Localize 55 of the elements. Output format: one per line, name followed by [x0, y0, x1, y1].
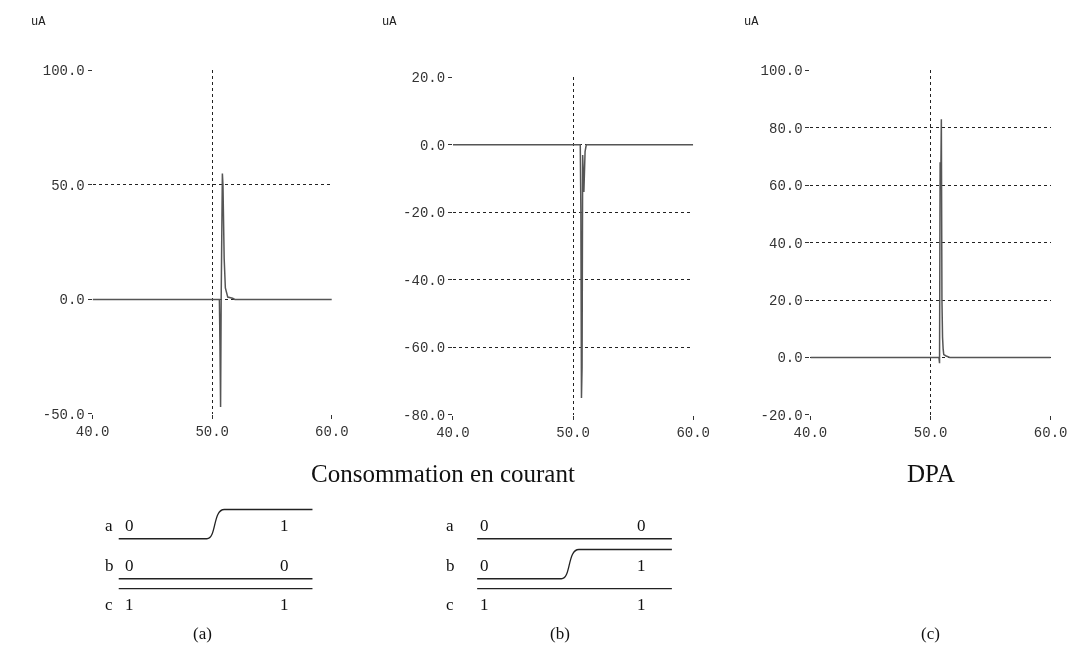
- text: 0: [125, 516, 134, 535]
- y-tick-label: 80.0: [769, 120, 803, 137]
- text: c: [105, 595, 113, 614]
- y-tick-label: 20.0: [769, 292, 803, 309]
- x-axis-title: DPA: [907, 460, 955, 487]
- text: (a): [193, 624, 212, 643]
- text: 1: [637, 595, 646, 614]
- y-tick-label: -40.0: [403, 272, 446, 289]
- x-tick-label: 40.0: [793, 424, 828, 441]
- x-tick-label: 60.0: [676, 424, 710, 441]
- text: a: [105, 516, 113, 535]
- y-tick-label: 20.0: [411, 70, 446, 87]
- text: 0: [480, 556, 489, 575]
- x-axis-title: Consommation en courant: [311, 460, 575, 487]
- x-tick-label: 50.0: [913, 424, 948, 441]
- y-tick-label: -80.0: [403, 407, 446, 424]
- text: 0: [125, 556, 134, 575]
- text: 1: [280, 595, 289, 614]
- y-tick-label: -50.0: [42, 406, 85, 423]
- text: 1: [637, 556, 646, 575]
- text: a: [446, 516, 454, 535]
- text: 0: [480, 516, 489, 535]
- text: 1: [480, 595, 489, 614]
- text: 1: [125, 595, 134, 614]
- text: b: [446, 556, 455, 575]
- x-tick-label: 40.0: [75, 423, 110, 440]
- text: 0: [280, 556, 289, 575]
- y-tick-label: 40.0: [769, 235, 803, 252]
- y-axis-title: uA: [382, 15, 398, 29]
- line-series: [92, 172, 332, 408]
- y-tick-label: 50.0: [51, 177, 85, 194]
- x-tick-label: 50.0: [195, 423, 230, 440]
- line-series: [810, 118, 1051, 364]
- text: c: [446, 595, 454, 614]
- text: (c): [921, 624, 940, 643]
- text: 1: [280, 516, 289, 535]
- y-tick-label: 100.0: [42, 63, 85, 80]
- y-tick-label: 100.0: [760, 63, 803, 80]
- y-tick-label: 0.0: [777, 350, 803, 367]
- y-tick-label: 0.0: [419, 137, 446, 154]
- y-tick-label: 0.0: [59, 292, 85, 309]
- y-tick-label: -60.0: [403, 340, 446, 357]
- text: (b): [550, 624, 570, 643]
- x-tick-label: 40.0: [436, 424, 470, 441]
- y-tick-label: -20.0: [760, 407, 803, 424]
- text: b: [105, 556, 114, 575]
- y-axis-title: uA: [744, 15, 760, 29]
- x-tick-label: 60.0: [1033, 424, 1068, 441]
- y-axis-title: uA: [31, 15, 47, 29]
- line-series: [452, 144, 694, 399]
- x-tick-label: 50.0: [556, 424, 590, 441]
- x-tick-label: 60.0: [315, 423, 349, 440]
- y-tick-label: 60.0: [769, 178, 803, 195]
- y-tick-label: -20.0: [403, 205, 446, 222]
- text: 0: [637, 516, 646, 535]
